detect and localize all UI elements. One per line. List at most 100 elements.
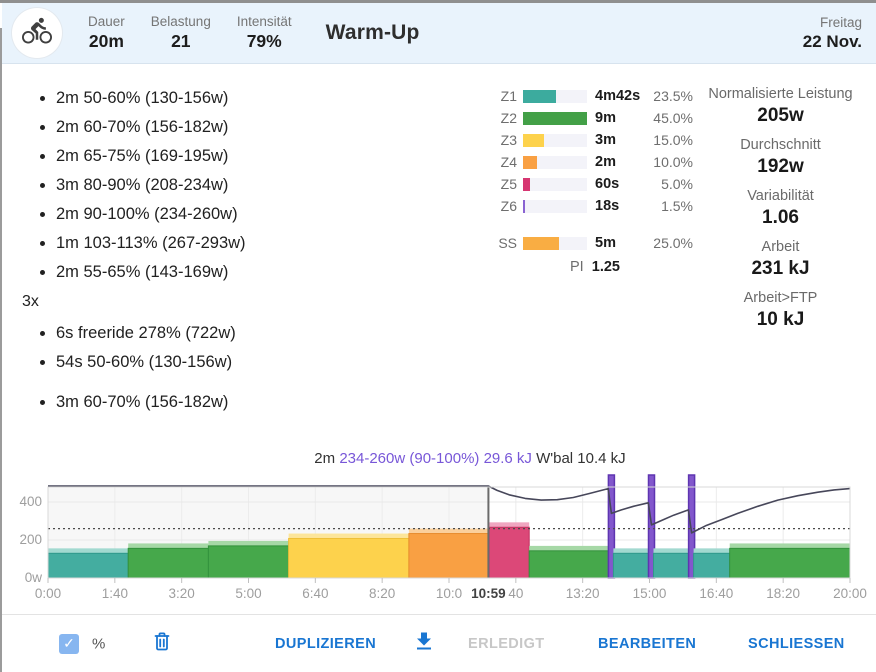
workout-step: 6s freeride 278% (722w) — [56, 319, 462, 348]
chart-bar-Z3[interactable] — [288, 537, 410, 579]
chart-bar-range-Z5[interactable] — [489, 522, 530, 528]
chart-bar-Z1[interactable] — [612, 552, 650, 579]
x-tick-label: 8:20 — [369, 586, 395, 601]
stat-value: 231 kJ — [751, 258, 810, 279]
y-tick-label: 200 — [19, 532, 42, 547]
chart-bar-range-Z1[interactable] — [653, 548, 690, 554]
wbal-line — [48, 485, 851, 534]
cursor-time-label: 10:59 — [471, 586, 506, 601]
chart-bar-range-Z1[interactable] — [693, 548, 730, 554]
duration-value: 20m — [88, 31, 124, 51]
load-value: 21 — [171, 31, 191, 51]
chart-bar-Z1[interactable] — [47, 552, 129, 579]
stat-label: Durchschnitt — [740, 137, 821, 153]
chart-bar-Z2[interactable] — [528, 550, 610, 579]
activity-type-badge — [12, 8, 62, 58]
zone-percent: 23.5% — [653, 88, 693, 104]
zone-bar-track — [523, 133, 587, 147]
header: Dauer 20m Belastung 21 Intensität 79% Wa… — [2, 3, 876, 64]
sweetspot-row-wrap: SS 5m 25.0% — [497, 232, 693, 254]
stat: Durchschnitt 192w — [693, 136, 868, 178]
delete-icon[interactable] — [150, 629, 174, 658]
chart-bar-range-Z2[interactable] — [729, 543, 850, 549]
zone-bar-track — [523, 199, 587, 213]
pi-line: PI 1.25 — [497, 259, 693, 275]
workout-step: 3m 60-70% (156-182w) — [56, 388, 462, 417]
header-date: Freitag 22 Nov. — [803, 15, 862, 52]
chart-bar-Z2[interactable] — [207, 545, 290, 579]
action-bar: ✓ % DUPLIZIEREN ERLEDIGT BEARBEITEN SCHL… — [2, 614, 876, 672]
chart-bar-Z2[interactable] — [729, 547, 851, 579]
intensity-value: 79% — [246, 31, 282, 51]
chart-bar-Z1[interactable] — [653, 552, 691, 579]
stat-label: Arbeit>FTP — [743, 290, 818, 306]
zone-percent: 15.0% — [653, 132, 693, 148]
edit-button[interactable]: BEARBEITEN — [598, 635, 697, 652]
stat-value: 10 kJ — [756, 309, 805, 330]
chart-bar-Z4[interactable] — [408, 533, 490, 579]
x-tick-label: 20:00 — [833, 586, 867, 601]
chart-bar-range-Z1[interactable] — [48, 548, 129, 554]
stat-value: 192w — [757, 156, 804, 177]
chart-bar-range-Z2[interactable] — [128, 543, 209, 549]
workout-segments: 2m 50-60% (130-156w)2m 60-70% (156-182w)… — [22, 84, 462, 417]
window-top-edge — [0, 0, 876, 3]
zone-bar-track — [523, 155, 587, 169]
percent-mode-label: % — [92, 635, 106, 652]
zone-time: 4m42s — [595, 88, 641, 104]
workout-profile-chart[interactable]: 0:00 1:40 3:20 5:00 6:40 8:20 10:0 40 13:20 15:00… — [0, 470, 876, 610]
done-button[interactable]: ERLEDIGT — [468, 635, 545, 652]
zone-label: SS — [498, 235, 517, 251]
x-tick-label: 13:20 — [566, 586, 600, 601]
header-stat-duration: Dauer 20m — [88, 14, 125, 52]
chart-bar-range-Z1[interactable] — [613, 548, 650, 554]
header-stat-load: Belastung 21 — [151, 14, 211, 52]
y-tick-label: 0w — [25, 570, 43, 585]
close-button[interactable]: SCHLIESSEN — [748, 635, 845, 652]
stat-value: 1.06 — [762, 207, 799, 228]
zone-percent: 45.0% — [653, 110, 693, 126]
zone-bar-fill — [523, 111, 587, 125]
y-tick-label: 400 — [19, 494, 42, 509]
stat-value: 205w — [757, 105, 804, 126]
zone-distribution-panel: Z1 4m42s 23.5% Z2 9m 45.0% Z3 3m 15.0% Z4 2m 10.0% Z… — [497, 85, 693, 275]
zone-rows: Z1 4m42s 23.5% Z2 9m 45.0% Z3 3m 15.0% Z4 2m 10.0% Z… — [497, 85, 693, 217]
chart-bar-Z2[interactable] — [127, 547, 209, 579]
zone-time: 5m — [595, 235, 616, 251]
window-left-edge — [0, 28, 2, 672]
zone-row: Z2 9m 45.0% — [497, 107, 693, 129]
chart-bar-range-Z3[interactable] — [288, 533, 409, 539]
zone-bar-track — [523, 89, 587, 103]
chart-bar-Z5[interactable] — [488, 526, 530, 579]
zone-time: 9m — [595, 110, 616, 126]
zone-bar-fill — [523, 199, 526, 213]
chart-bar-range-Z2[interactable] — [529, 545, 610, 551]
zone-bar-track — [523, 177, 587, 191]
percent-mode-checkbox[interactable]: ✓ — [59, 633, 79, 654]
duplicate-button[interactable]: DUPLIZIEREN — [275, 635, 377, 652]
chart-bar-range-Z4[interactable] — [408, 528, 490, 534]
download-icon[interactable] — [412, 629, 436, 658]
zone-percent: 5.0% — [661, 176, 693, 192]
chart-bar-Z1[interactable] — [693, 552, 731, 579]
x-tick-label: 1:40 — [102, 586, 128, 601]
intensity-label: Intensität — [236, 14, 292, 29]
workout-step: 2m 50-60% (130-156w) — [56, 84, 462, 113]
zone-time: 2m — [595, 154, 616, 170]
hover-duration: 2m — [314, 450, 340, 467]
repeat-segment-list: 6s freeride 278% (722w)54s 50-60% (130-1… — [22, 319, 462, 377]
workout-step: 2m 60-70% (156-182w) — [56, 113, 462, 142]
workout-step: 3m 80-90% (208-234w) — [56, 171, 462, 200]
zone-row: SS 5m 25.0% — [497, 232, 693, 254]
chart-bar-range-Z2[interactable] — [208, 540, 289, 546]
zone-bar-fill — [523, 89, 557, 103]
zone-row: Z3 3m 15.0% — [497, 129, 693, 151]
zone-bar-fill — [523, 155, 538, 169]
x-tick-label: 5:00 — [235, 586, 261, 601]
zone-row: Z6 18s 1.5% — [497, 195, 693, 217]
zone-bar-fill — [523, 133, 545, 147]
bicycle-icon — [22, 16, 52, 51]
stat: Arbeit 231 kJ — [693, 238, 868, 280]
stat: Normalisierte Leistung 205w — [693, 85, 868, 127]
